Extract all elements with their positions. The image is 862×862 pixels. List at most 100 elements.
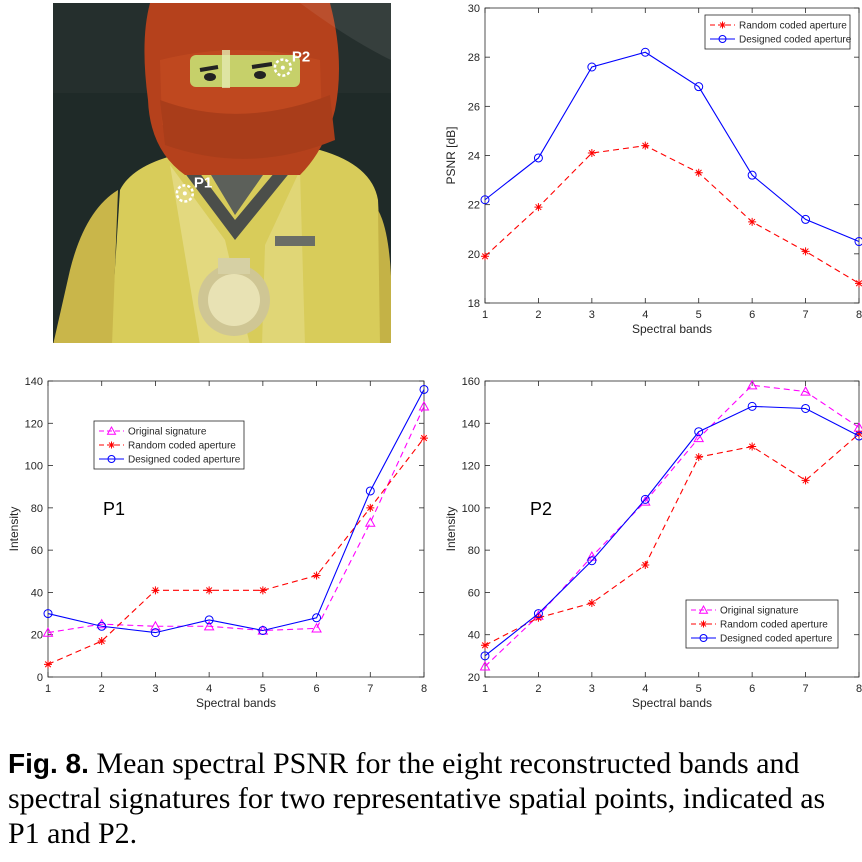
data-point xyxy=(108,441,115,449)
series-line xyxy=(484,433,860,646)
y-tick-label: 0 xyxy=(37,672,43,684)
chart-psnr: 18 20 22 24 26 28 30 1 2 3 4 5 6 7 8 Spectral bands PSNR… xyxy=(444,3,862,336)
data-point xyxy=(107,455,116,463)
caption-text: Mean spectral PSNR for the eight reconst… xyxy=(8,747,826,850)
data-point xyxy=(534,203,543,212)
data-point xyxy=(203,620,215,631)
photo-panel: P1 P2 xyxy=(53,3,391,343)
data-point xyxy=(694,82,704,92)
x-tick-label: 8 xyxy=(856,309,862,321)
data-point xyxy=(311,622,322,633)
data-point xyxy=(205,586,214,595)
data-point xyxy=(801,476,810,485)
y-tick-label: 18 xyxy=(468,298,480,310)
data-point xyxy=(106,425,117,435)
x-tick-label: 4 xyxy=(642,683,648,695)
x-tick-label: 2 xyxy=(535,309,541,321)
x-tick-label: 1 xyxy=(482,683,488,695)
data-point xyxy=(366,503,375,512)
legend-entry: Designed coded aperture xyxy=(720,634,833,645)
y-tick-label: 80 xyxy=(468,545,480,557)
x-tick-label: 6 xyxy=(749,683,755,695)
figure-right-arm xyxy=(378,210,391,343)
point-annotation: P2 xyxy=(530,499,552,519)
y-axis-label: PSNR [dB] xyxy=(444,126,458,184)
data-point xyxy=(694,453,703,462)
data-point xyxy=(419,384,429,394)
legend-entry: Designed coded aperture xyxy=(128,455,241,466)
x-tick-label: 6 xyxy=(314,683,320,695)
x-tick-label: 8 xyxy=(421,683,427,695)
data-point xyxy=(204,615,214,625)
x-tick-label: 3 xyxy=(589,309,595,321)
data-point xyxy=(258,625,268,635)
legend-entry: Original signature xyxy=(128,427,207,438)
y-tick-label: 28 xyxy=(468,52,480,64)
x-tick-label: 7 xyxy=(803,683,809,695)
data-point xyxy=(96,618,108,629)
data-point xyxy=(641,560,650,569)
y-tick-label: 140 xyxy=(25,376,43,388)
series-line xyxy=(47,437,425,665)
data-point xyxy=(480,651,490,661)
caption-label: Fig. 8. xyxy=(8,748,89,779)
data-point xyxy=(533,153,543,163)
data-point xyxy=(533,609,543,619)
data-point xyxy=(364,517,376,527)
figure-caption: Fig. 8. Mean spectral PSNR for the eight… xyxy=(8,746,858,851)
legend-box xyxy=(704,14,851,50)
series xyxy=(43,384,429,638)
data-point xyxy=(855,279,862,288)
data-point xyxy=(719,21,726,29)
x-tick-label: 6 xyxy=(749,309,755,321)
plot-area xyxy=(484,7,860,304)
data-point xyxy=(481,252,489,261)
photo-point-marker xyxy=(273,58,293,77)
data-point xyxy=(801,403,811,413)
data-point xyxy=(854,431,862,441)
legend: Original signature Random coded aperture D… xyxy=(93,420,245,470)
data-point xyxy=(641,141,650,150)
data-point xyxy=(418,400,430,411)
series-line xyxy=(484,51,860,243)
series-line xyxy=(47,406,425,634)
data-point xyxy=(748,442,757,451)
data-point xyxy=(420,434,428,443)
x-tick-label: 7 xyxy=(803,309,809,321)
legend-entry: Random coded aperture xyxy=(739,21,847,32)
x-tick-label: 4 xyxy=(642,309,648,321)
y-tick-label: 100 xyxy=(462,503,480,515)
series xyxy=(481,141,862,288)
x-tick-label: 5 xyxy=(260,683,266,695)
x-tick-label: 1 xyxy=(45,683,51,695)
data-point xyxy=(42,627,54,637)
figure-shirt xyxy=(175,160,300,240)
x-tick-label: 4 xyxy=(206,683,212,695)
y-tick-label: 60 xyxy=(468,587,480,599)
data-point xyxy=(312,613,322,623)
y-tick-label: 20 xyxy=(31,630,43,642)
legend: Random coded aperture Designed coded aper… xyxy=(704,14,852,50)
data-point xyxy=(587,599,596,607)
legend: Original signature Random coded aperture D… xyxy=(685,599,839,649)
x-tick-label: 1 xyxy=(482,309,488,321)
x-tick-label: 3 xyxy=(152,683,158,695)
y-tick-label: 160 xyxy=(462,376,480,388)
photo-point-dot xyxy=(182,191,187,196)
series xyxy=(480,401,862,661)
x-tick-label: 2 xyxy=(99,683,105,695)
series-line xyxy=(484,145,860,284)
x-tick-label: 3 xyxy=(589,683,595,695)
y-tick-label: 120 xyxy=(462,461,480,473)
data-point xyxy=(151,586,160,595)
y-tick-label: 26 xyxy=(468,101,480,113)
data-point xyxy=(150,620,161,631)
data-point xyxy=(481,641,489,650)
x-axis-label: Spectral bands xyxy=(196,696,276,710)
x-axis-label: Spectral bands xyxy=(632,696,712,710)
y-tick-label: 40 xyxy=(31,587,43,599)
x-axis-label: Spectral bands xyxy=(632,322,712,336)
data-point xyxy=(700,620,707,628)
chart-p2: 20 40 60 80 100 120 140 160 1 2 3 4 5 6 7 8 Spectral ban… xyxy=(444,376,862,710)
data-point xyxy=(640,494,650,504)
